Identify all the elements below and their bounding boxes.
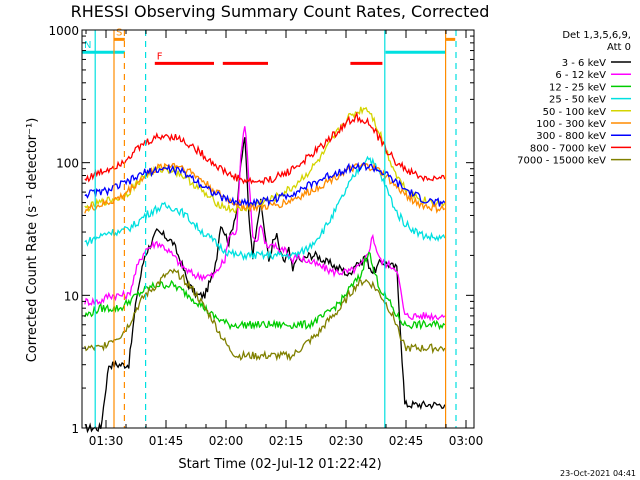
legend-label: 7000 - 15000 keV bbox=[517, 156, 606, 167]
y-tick-label: 100 bbox=[56, 157, 79, 171]
x-tick-label: 01:30 bbox=[89, 434, 124, 448]
legend-label: 25 - 50 keV bbox=[549, 95, 606, 106]
state-bar-label: S bbox=[116, 27, 122, 38]
marker-lines bbox=[94, 30, 457, 428]
series-line-6 bbox=[84, 162, 446, 214]
x-tick-label: 02:00 bbox=[209, 434, 244, 448]
legend-header: Det 1,3,5,6,9, bbox=[562, 30, 631, 41]
legend-label: 6 - 12 keV bbox=[555, 70, 606, 81]
axes: 1 10 100 1000 01:30 01:45 02:00 02:15 02:30 02:45… bbox=[48, 24, 483, 448]
legend-label: 3 - 6 keV bbox=[562, 58, 606, 69]
x-tick-label: 02:15 bbox=[269, 434, 304, 448]
state-bar-label: F bbox=[157, 51, 163, 62]
x-tick-label: 01:45 bbox=[149, 434, 184, 448]
state-bars: S F N bbox=[82, 27, 456, 65]
x-tick-label: 02:30 bbox=[329, 434, 364, 448]
legend-header: Att 0 bbox=[607, 42, 631, 53]
x-axis-label: Start Time (02-Jul-12 01:22:42) bbox=[178, 457, 381, 472]
y-axis-label: Corrected Count Rate (s⁻¹ detector⁻¹) bbox=[25, 118, 40, 363]
legend-label: 800 - 7000 keV bbox=[530, 143, 606, 154]
plot-frame bbox=[81, 29, 475, 429]
chart-title: RHESSI Observing Summary Count Rates, Co… bbox=[71, 2, 490, 21]
x-tick-label: 03:00 bbox=[449, 434, 484, 448]
legend-label: 12 - 25 keV bbox=[549, 82, 606, 93]
x-tick-label: 02:45 bbox=[389, 434, 424, 448]
legend-label: 50 - 100 keV bbox=[543, 107, 607, 118]
y-tick-label: 1 bbox=[71, 422, 79, 436]
series-lines bbox=[84, 106, 446, 434]
y-tick-label: 1000 bbox=[48, 24, 79, 38]
legend-label: 300 - 800 keV bbox=[536, 131, 606, 142]
y-tick-label: 10 bbox=[64, 289, 79, 303]
footer-date: 23-Oct-2021 04:41 bbox=[560, 469, 636, 478]
state-bar-label: N bbox=[84, 40, 91, 51]
legend-label: 100 - 300 keV bbox=[536, 119, 606, 130]
